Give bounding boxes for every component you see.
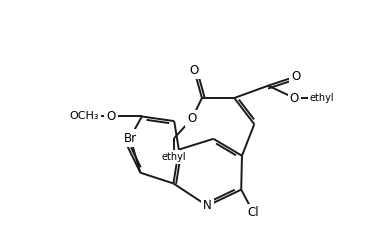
Text: O: O [291, 70, 300, 83]
Text: O: O [290, 91, 299, 105]
Text: N: N [203, 199, 212, 212]
Text: OCH₃: OCH₃ [69, 111, 99, 121]
Text: O: O [190, 64, 199, 77]
Text: ethyl: ethyl [162, 152, 187, 162]
Text: ethyl: ethyl [310, 93, 334, 103]
Text: O: O [187, 112, 197, 125]
Text: Cl: Cl [248, 206, 259, 219]
Text: Br: Br [124, 132, 137, 145]
Text: O: O [106, 110, 116, 123]
